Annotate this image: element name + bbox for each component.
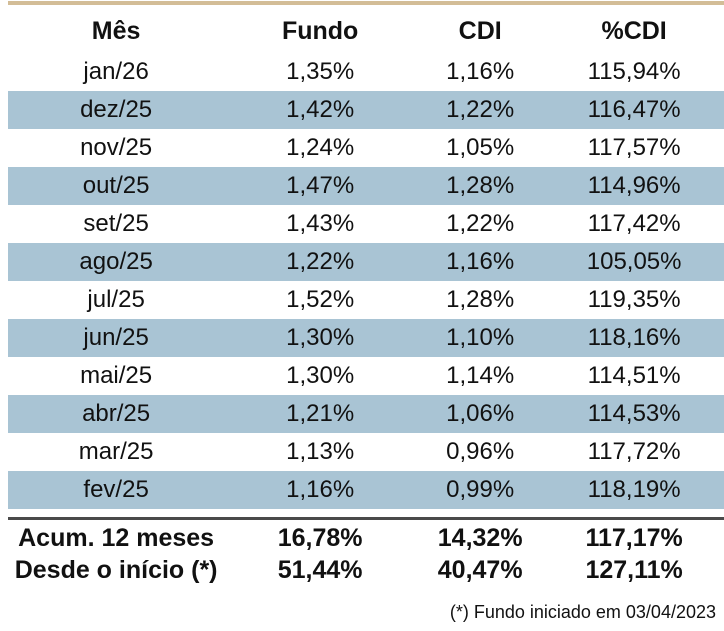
top-accent-rule xyxy=(8,1,724,5)
month-cell: ago/25 xyxy=(79,248,153,275)
pcdi-cell: 119,35% xyxy=(587,286,681,313)
table-row: ago/25 1,22% 1,16% 105,05% xyxy=(8,243,724,281)
cdi-cell: 0,99% xyxy=(446,476,515,503)
month-cell: jan/26 xyxy=(83,58,149,85)
month-cell: mai/25 xyxy=(80,362,153,389)
month-cell: jun/25 xyxy=(83,324,149,351)
cdi-cell: 1,16% xyxy=(446,58,515,85)
header-fundo: Fundo xyxy=(281,16,359,45)
cdi-cell: 1,14% xyxy=(446,362,515,389)
table-row: mai/25 1,30% 1,14% 114,51% xyxy=(8,357,724,395)
table-row: jan/26 1,35% 1,16% 115,94% xyxy=(8,53,724,91)
month-cell: jul/25 xyxy=(87,286,145,313)
cdi-cell: 1,28% xyxy=(446,286,515,313)
fundo-cell: 1,47% xyxy=(286,172,355,199)
summary-fundo-cell: 51,44% xyxy=(277,556,363,584)
month-cell: nov/25 xyxy=(80,134,153,161)
month-cell: fev/25 xyxy=(83,476,149,503)
pcdi-cell: 117,42% xyxy=(587,210,681,237)
pcdi-cell: 114,53% xyxy=(587,400,681,427)
pcdi-cell: 117,57% xyxy=(587,134,681,161)
summary-label-cell: Acum. 12 meses xyxy=(8,516,225,553)
header-cdi: CDI xyxy=(458,16,502,45)
spacer-section xyxy=(8,509,724,518)
table-row: jun/25 1,30% 1,10% 118,16% xyxy=(8,319,724,357)
header-row: Mês Fundo CDI %CDI xyxy=(8,9,724,53)
summary-fundo-cell: 16,78% xyxy=(224,516,417,553)
cdi-cell: 1,22% xyxy=(446,96,515,123)
table-row: out/25 1,47% 1,28% 114,96% xyxy=(8,167,724,205)
summary-row: Desde o início (*) 51,44% 40,47% 127,11% xyxy=(8,553,724,588)
footnote: (*) Fundo iniciado em 03/04/2023 xyxy=(449,602,716,622)
pcdi-cell: 117,72% xyxy=(587,438,681,465)
table-row: dez/25 1,42% 1,22% 116,47% xyxy=(8,91,724,129)
cdi-cell: 1,22% xyxy=(446,210,515,237)
pcdi-cell: 105,05% xyxy=(586,248,682,275)
cdi-cell: 1,10% xyxy=(446,324,515,351)
fundo-cell: 1,16% xyxy=(286,476,355,503)
summary-section: Acum. 12 meses 16,78% 14,32% 117,17% Desde o… xyxy=(8,516,724,588)
summary-pcdi-cell: 127,11% xyxy=(585,556,683,584)
fundo-cell: 1,30% xyxy=(286,324,355,351)
table-row: mar/25 1,13% 0,96% 117,72% xyxy=(8,433,724,471)
table-row: fev/25 1,16% 0,99% 118,19% xyxy=(8,471,724,509)
fundo-cell: 1,22% xyxy=(286,248,355,275)
fundo-cell: 1,35% xyxy=(286,58,355,85)
table-body: jan/26 1,35% 1,16% 115,94% dez/25 1,42% 1,22% 1… xyxy=(8,53,724,509)
table-row: set/25 1,43% 1,22% 117,42% xyxy=(8,205,724,243)
fundo-cell: 1,30% xyxy=(286,362,355,389)
pcdi-cell: 118,16% xyxy=(587,324,681,351)
spacer-cell xyxy=(8,509,724,518)
summary-label-cell: Desde o início (*) xyxy=(14,556,218,584)
month-cell: set/25 xyxy=(83,210,149,237)
month-cell: abr/25 xyxy=(82,400,151,427)
pcdi-cell: 114,51% xyxy=(587,362,681,389)
cdi-cell: 1,05% xyxy=(446,134,515,161)
fundo-cell: 1,52% xyxy=(286,286,355,313)
cdi-cell: 1,16% xyxy=(446,248,515,275)
month-cell: mar/25 xyxy=(78,438,154,465)
fundo-cell: 1,13% xyxy=(286,438,355,465)
spacer-row xyxy=(8,509,724,518)
month-cell: dez/25 xyxy=(80,96,153,123)
header-mes: Mês xyxy=(91,16,141,45)
table-row: abr/25 1,21% 1,06% 114,53% xyxy=(8,395,724,433)
cdi-cell: 1,28% xyxy=(446,172,515,199)
summary-cdi-cell: 14,32% xyxy=(416,516,545,553)
pcdi-cell: 116,47% xyxy=(587,96,681,123)
month-cell: out/25 xyxy=(82,172,150,199)
fundo-cell: 1,42% xyxy=(286,96,355,123)
table-header: Mês Fundo CDI %CDI xyxy=(8,9,724,53)
pcdi-cell: 114,96% xyxy=(587,172,681,199)
cdi-cell: 1,06% xyxy=(446,400,515,427)
summary-pcdi-cell: 117,17% xyxy=(544,516,724,553)
pcdi-cell: 115,94% xyxy=(587,58,681,85)
table-row: nov/25 1,24% 1,05% 117,57% xyxy=(8,129,724,167)
fundo-cell: 1,24% xyxy=(286,134,355,161)
fundo-cell: 1,43% xyxy=(286,210,355,237)
fundo-cell: 1,21% xyxy=(286,400,355,427)
cdi-cell: 0,96% xyxy=(446,438,515,465)
summary-cdi-cell: 40,47% xyxy=(437,556,523,584)
summary-row: Acum. 12 meses 16,78% 14,32% 117,17% xyxy=(8,516,724,553)
pcdi-cell: 118,19% xyxy=(587,476,681,503)
performance-table: Mês Fundo CDI %CDI jan/26 1,35% 1,16% 115,9… xyxy=(8,9,724,588)
header-pcdi: %CDI xyxy=(601,16,667,45)
table-row: jul/25 1,52% 1,28% 119,35% xyxy=(8,281,724,319)
